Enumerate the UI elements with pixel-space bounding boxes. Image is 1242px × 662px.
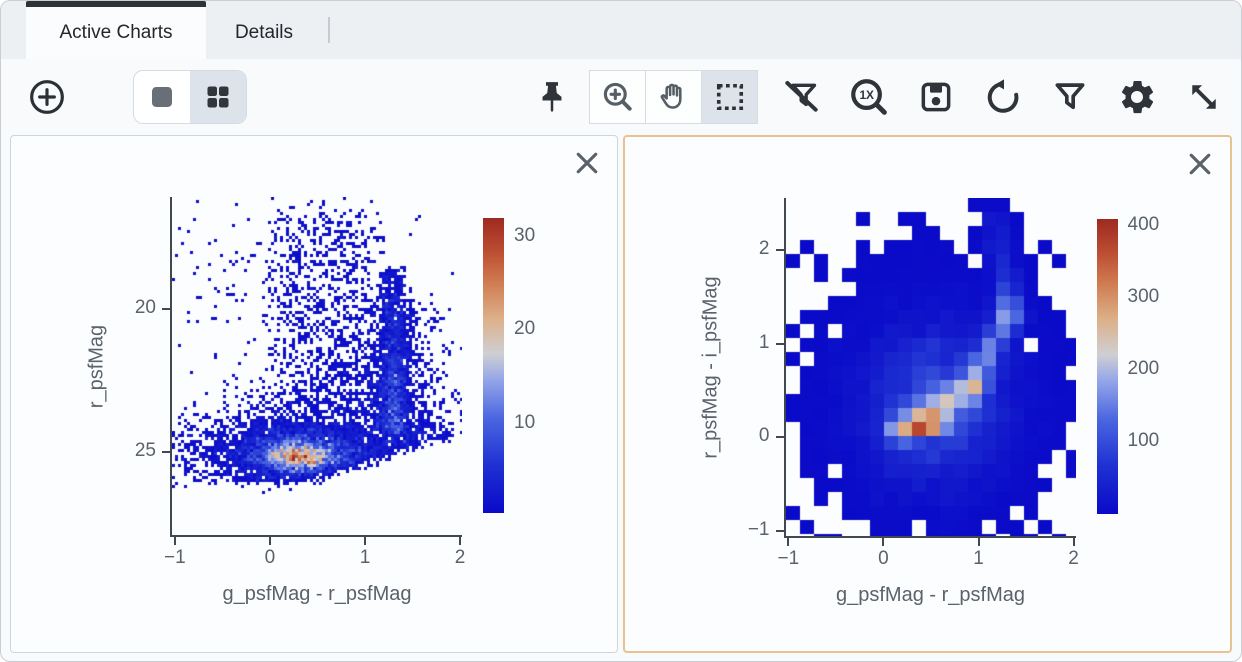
x-tick-label: 0 <box>878 548 889 569</box>
save-icon <box>921 82 951 112</box>
tab-label: Details <box>234 22 294 43</box>
hand-icon <box>660 83 682 109</box>
heatmap-plot[interactable] <box>785 198 1076 536</box>
colorbar-tick-label: 400 <box>1127 214 1160 236</box>
filter-off-button[interactable] <box>779 70 825 124</box>
y-tick-mark <box>775 436 784 439</box>
colorbar-tick-label: 200 <box>1127 358 1160 380</box>
x-tick-mark <box>1072 538 1075 546</box>
x-tick-mark <box>364 537 367 545</box>
y-tick-label: 20 <box>134 296 156 318</box>
x-tick-label: 1 <box>973 548 984 569</box>
colorbar-tick-label: 10 <box>514 412 536 434</box>
plot-axes <box>170 197 462 537</box>
grid-view-button[interactable] <box>190 71 246 123</box>
colorbar-tick-label: 30 <box>514 224 536 246</box>
close-icon <box>1189 153 1211 175</box>
x-tick-mark <box>977 538 980 546</box>
chart-close-button[interactable] <box>1184 149 1216 181</box>
y-tick-mark <box>162 450 170 453</box>
pin-icon <box>542 82 562 112</box>
grid-chart-icon <box>207 86 229 108</box>
pan-mode-button[interactable] <box>645 70 702 124</box>
restore-zoom-button[interactable] <box>980 70 1026 124</box>
y-tick-mark <box>775 530 784 533</box>
expand-button[interactable] <box>1181 70 1227 124</box>
filter-icon <box>1055 83 1085 110</box>
save-chart-button[interactable] <box>913 70 959 124</box>
interaction-mode-group <box>589 70 758 124</box>
y-tick-label: 0 <box>758 425 770 447</box>
gear-icon <box>1121 81 1154 114</box>
x-tick-label: 0 <box>264 547 276 568</box>
svg-text:1X: 1X <box>859 88 874 102</box>
x-tick-label: −1 <box>164 547 186 568</box>
x-tick-mark <box>787 538 790 546</box>
chart-toolbar: 1X <box>1 59 1241 135</box>
x-tick-label: 2 <box>1068 548 1079 569</box>
y-tick-label: 1 <box>758 331 770 353</box>
close-icon <box>576 152 597 174</box>
plot-axes <box>783 198 1076 538</box>
y-tick-mark <box>162 307 170 310</box>
single-chart-icon <box>152 87 172 107</box>
filter-off-icon <box>785 81 818 112</box>
y-tick-mark <box>775 342 784 345</box>
zoom-in-mode-button[interactable] <box>589 70 646 124</box>
x-tick-label: 2 <box>454 547 466 568</box>
dashed-rectangle-icon <box>716 83 743 111</box>
chart-panel-left: r_psfMag g_psfMag - r_psfMag −1 0 1 2 20 25 30… <box>10 135 618 653</box>
x-tick-label: 1 <box>359 547 371 568</box>
zoom-original-button[interactable]: 1X <box>846 70 892 124</box>
colorbar-tick-label: 100 <box>1127 430 1160 452</box>
magnifier-plus-icon <box>603 82 632 111</box>
x-axis-label: g_psfMag - r_psfMag <box>222 583 412 605</box>
view-mode-toggle <box>133 70 247 124</box>
colorbar <box>1096 219 1118 514</box>
settings-button[interactable] <box>1114 70 1160 124</box>
charts-area: r_psfMag g_psfMag - r_psfMag −1 0 1 2 20 25 30… <box>1 135 1241 653</box>
x-tick-mark <box>173 537 176 545</box>
y-tick-label: 25 <box>134 439 156 461</box>
x-tick-label: −1 <box>777 548 800 569</box>
heatmap-plot[interactable] <box>172 197 462 535</box>
rotate-ccw-icon <box>987 79 1019 113</box>
expand-diagonal-icon <box>1192 85 1216 109</box>
tab-active-charts[interactable]: Active Charts <box>26 1 206 59</box>
single-view-button[interactable] <box>134 71 190 123</box>
x-axis-label: g_psfMag - r_psfMag <box>836 584 1025 606</box>
add-chart-button[interactable] <box>23 70 71 124</box>
colorbar-tick-label: 20 <box>514 318 536 340</box>
pin-chart-button[interactable] <box>530 70 574 124</box>
box-select-mode-button[interactable] <box>701 70 758 124</box>
colorbar-tick-label: 300 <box>1127 286 1160 308</box>
tab-details[interactable]: Details <box>206 1 322 59</box>
x-tick-mark <box>882 538 885 546</box>
y-tick-label: −1 <box>747 519 770 541</box>
colorbar <box>483 218 504 513</box>
y-axis-label: r_psfMag <box>85 324 108 409</box>
x-tick-mark <box>268 537 271 545</box>
plus-circle-icon <box>30 80 64 114</box>
tab-divider <box>328 17 330 43</box>
y-tick-mark <box>775 248 784 251</box>
filter-button[interactable] <box>1047 70 1093 124</box>
tab-label: Active Charts <box>59 22 173 43</box>
y-tick-label: 2 <box>758 237 770 259</box>
zoom-1x-icon: 1X <box>851 79 887 115</box>
chart-close-button[interactable] <box>571 148 603 180</box>
x-tick-mark <box>459 537 462 545</box>
tab-bar: Active Charts Details <box>1 1 1241 59</box>
chart-panel-right: r_psfMag - i_psfMag g_psfMag - r_psfMag … <box>622 135 1232 653</box>
